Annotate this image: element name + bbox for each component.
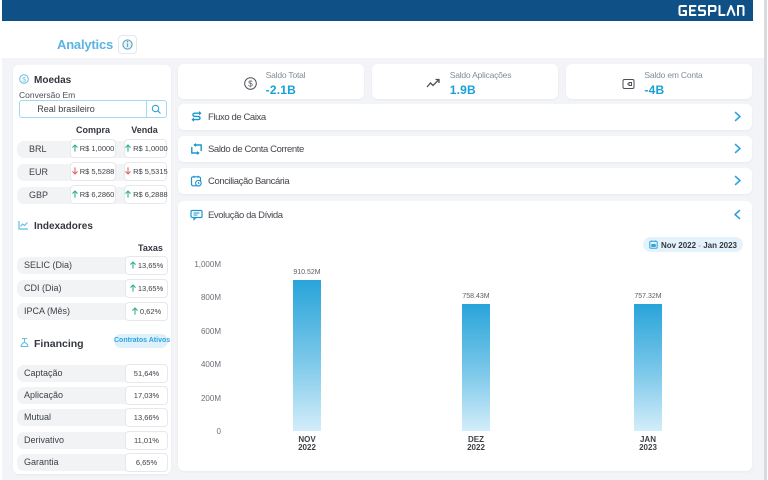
svg-text:$: $ [248, 79, 253, 88]
svg-text:$: $ [22, 76, 26, 83]
